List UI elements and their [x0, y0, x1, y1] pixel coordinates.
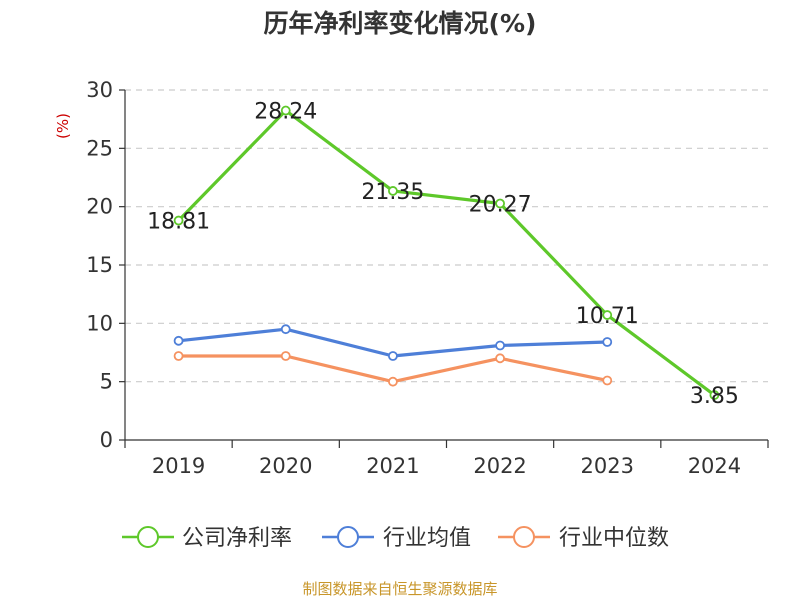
data-point-industry_median [388, 376, 398, 387]
x-tick-label: 2022 [473, 454, 526, 478]
legend-label: 公司净利率 [182, 526, 292, 551]
data-point-company [495, 198, 505, 209]
data-point-company [173, 215, 184, 226]
data-point-industry_median [602, 375, 613, 386]
data-point-company [709, 390, 720, 400]
data-label: 18.81 [147, 210, 210, 235]
x-tick-label: 2019 [152, 454, 205, 478]
grid-lines [125, 89, 768, 383]
data-label: 10.71 [576, 304, 639, 329]
data-point-company [280, 105, 291, 116]
data-point-industry_median [173, 351, 184, 361]
data-point-industry_avg [495, 340, 505, 351]
legend-item-industry_avg: 行业均值 [322, 526, 471, 551]
y-tick-label: 10 [86, 311, 113, 335]
y-tick-label: 30 [86, 78, 113, 102]
data-labels: 18.81 28.24 21.35 20.27 10.71 3.85 [147, 100, 739, 410]
data-point-company [388, 186, 398, 196]
data-point-industry_avg [602, 337, 613, 347]
y-tick-label: 25 [86, 136, 113, 160]
series-line-company [177, 108, 716, 397]
series-lines [173, 105, 720, 400]
legend-label: 行业中位数 [559, 526, 669, 551]
data-point-industry_median [280, 351, 291, 361]
data-point-industry_avg [280, 324, 291, 335]
x-tick-label: 2021 [366, 454, 419, 478]
y-tick-label: 20 [86, 195, 113, 219]
data-point-industry_avg [388, 351, 398, 361]
data-label: 28.24 [254, 100, 317, 125]
x-tick-label: 2024 [688, 454, 741, 478]
x-tick-label: 2023 [581, 454, 634, 478]
y-tick-label: 0 [100, 428, 113, 452]
legend-label: 行业均值 [383, 526, 471, 551]
legend-marker [513, 526, 535, 548]
legend-item-company: 公司净利率 [122, 526, 292, 551]
chart-title: 历年净利率变化情况(%) [263, 9, 537, 38]
legend-item-industry_median: 行业中位数 [498, 526, 669, 551]
legend-marker [337, 526, 359, 548]
legend-marker [137, 526, 159, 548]
y-axis-unit-label: (%) [54, 113, 72, 139]
data-point-company [602, 310, 613, 320]
data-label: 3.85 [690, 384, 739, 409]
legend: 公司净利率 行业均值 行业中位数 [122, 526, 669, 551]
data-point-industry_median [495, 353, 505, 364]
y-tick-label: 15 [86, 253, 113, 277]
y-tick-label: 5 [100, 370, 113, 394]
data-source-note: 制图数据来自恒生聚源数据库 [302, 580, 498, 598]
data-label: 21.35 [361, 180, 424, 205]
data-point-industry_avg [173, 335, 184, 346]
x-tick-label: 2020 [259, 454, 312, 478]
axes: 0 5 10 15 20 25 30 2019 2020 2021 2022 2023 2024 (%) [54, 78, 769, 478]
data-label: 20.27 [469, 193, 532, 218]
